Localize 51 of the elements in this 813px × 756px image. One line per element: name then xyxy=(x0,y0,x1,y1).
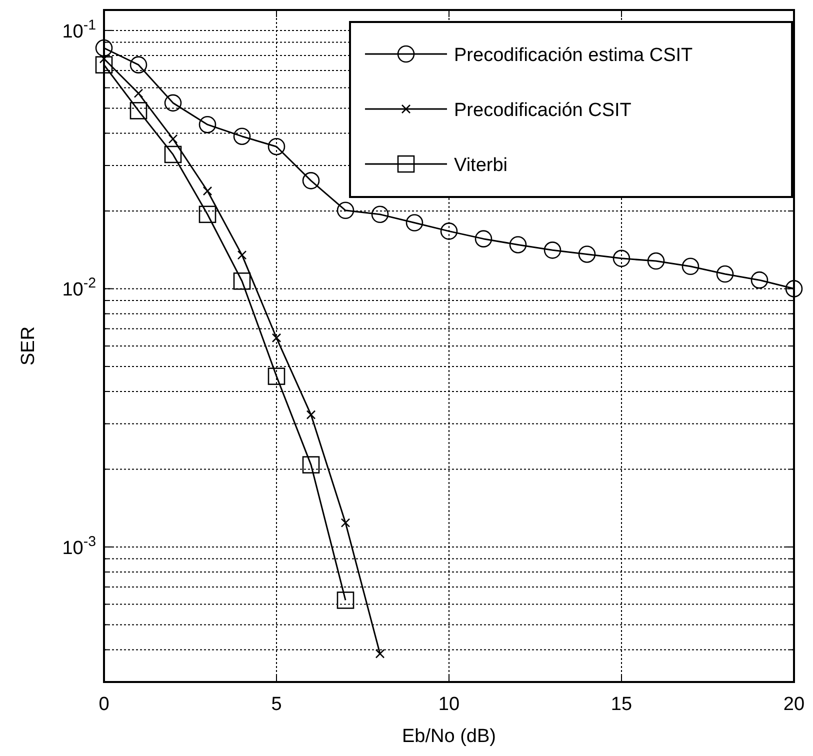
point xyxy=(202,186,212,196)
point xyxy=(164,146,182,164)
point xyxy=(198,116,216,134)
point xyxy=(682,258,700,276)
y-tick-label: 10$^{-1}$ xyxy=(62,17,96,42)
point xyxy=(237,250,247,260)
point xyxy=(130,56,148,74)
point xyxy=(164,94,182,112)
point xyxy=(474,230,492,248)
point xyxy=(233,128,251,145)
point xyxy=(612,250,630,268)
point xyxy=(99,54,109,64)
x-tick-label: 5 xyxy=(271,694,282,715)
point xyxy=(440,222,458,240)
point xyxy=(95,56,113,74)
point xyxy=(578,246,596,263)
point xyxy=(544,242,562,259)
point xyxy=(302,172,320,190)
point xyxy=(306,410,316,420)
point xyxy=(198,206,216,224)
x-tick-label: 10 xyxy=(438,694,460,715)
y-tick-label: 10$^{-2}$ xyxy=(62,276,96,301)
point xyxy=(336,592,354,609)
point xyxy=(340,518,350,528)
point xyxy=(233,272,251,290)
point xyxy=(336,202,354,220)
y-tick-label: 10$^{-3}$ xyxy=(62,534,96,559)
y-axis-title: SER xyxy=(18,326,39,366)
point xyxy=(785,280,803,298)
point xyxy=(509,236,527,254)
legend-label: Precodificación estima CSIT xyxy=(454,45,694,66)
x-tick-label: 0 xyxy=(98,694,110,715)
x-tick-label: 15 xyxy=(610,694,632,715)
legend-label: Precodificación CSIT xyxy=(454,100,632,121)
point xyxy=(268,368,286,385)
point xyxy=(302,456,320,474)
point xyxy=(168,134,178,144)
point xyxy=(272,333,282,343)
point xyxy=(130,102,148,120)
point xyxy=(375,649,385,658)
point xyxy=(406,214,424,232)
point xyxy=(134,88,144,98)
legend-label: Viterbi xyxy=(454,155,508,176)
point xyxy=(95,39,113,57)
point xyxy=(371,206,389,224)
x-tick-label: 20 xyxy=(783,694,805,715)
point xyxy=(268,138,286,156)
point xyxy=(716,265,734,283)
point xyxy=(647,252,665,270)
point xyxy=(750,271,768,289)
x-axis-title: Eb/No (dB) xyxy=(402,726,496,747)
